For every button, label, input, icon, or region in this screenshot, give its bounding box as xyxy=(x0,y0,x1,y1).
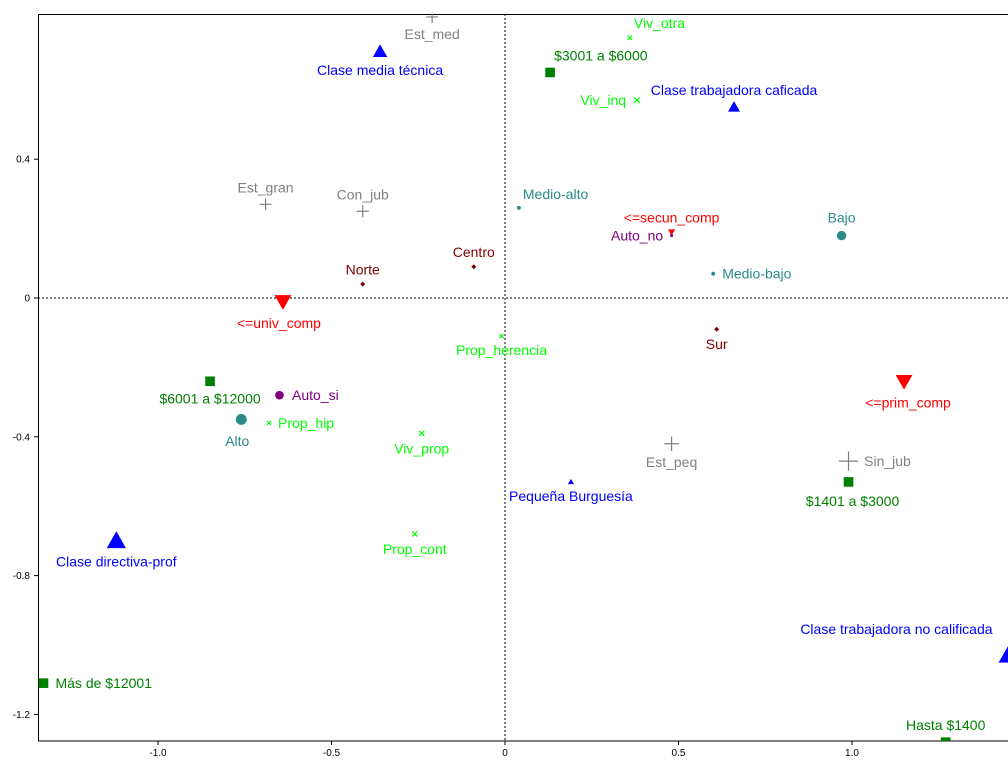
data-point-circle xyxy=(236,414,247,425)
data-point-diamond xyxy=(360,282,365,287)
data-point-label: Auto_si xyxy=(292,387,339,403)
data-point-label: Prop_herencia xyxy=(456,342,547,358)
data-point-label: Prop_hip xyxy=(278,415,334,431)
data-point-triangle xyxy=(107,531,126,548)
data-point-plus xyxy=(260,198,272,210)
data-point-label: Clase directiva-prof xyxy=(56,554,177,570)
data-point-label: $1401 a $3000 xyxy=(806,493,900,509)
data-point-triangle xyxy=(373,44,387,57)
data-point-label: Hasta $1400 xyxy=(906,717,986,733)
data-point-plus xyxy=(357,205,369,217)
data-point-triangle-down xyxy=(896,375,913,390)
data-point-plus xyxy=(664,437,678,451)
data-point-triangle xyxy=(728,101,740,112)
data-point-label: <=secun_comp xyxy=(624,209,720,225)
data-point-cross xyxy=(500,334,504,338)
x-tick-label: 1.0 xyxy=(845,748,859,759)
data-point-label: Est_med xyxy=(405,26,460,42)
data-point-cross xyxy=(628,36,632,40)
data-point-cross xyxy=(634,97,640,103)
y-tick-label: -0.4 xyxy=(13,432,31,443)
data-point-label: Clase media técnica xyxy=(317,62,443,78)
data-point-square xyxy=(205,376,215,386)
data-point-diamond xyxy=(714,327,719,332)
data-point-label: $3001 a $6000 xyxy=(554,47,648,63)
data-point-square xyxy=(39,678,49,688)
data-point-label: Prop_cont xyxy=(383,541,447,557)
data-point-circle xyxy=(711,272,715,276)
data-point-label: Más de $12001 xyxy=(55,675,152,691)
data-point-diamond xyxy=(471,264,476,269)
data-point-label: Viv_inq xyxy=(580,92,626,108)
data-point-label: Medio-bajo xyxy=(722,266,791,282)
data-point-label: $6001 a $12000 xyxy=(159,390,260,406)
data-point-label: Est_peq xyxy=(646,454,697,470)
data-point-circle xyxy=(517,206,521,210)
data-point-label: Clase trabajadora caficada xyxy=(651,82,818,98)
data-point-label: Auto_no xyxy=(611,228,663,244)
data-point-square xyxy=(844,477,854,487)
data-point-cross xyxy=(412,531,417,536)
data-point-label: Est_gran xyxy=(238,179,294,195)
x-tick-label: 0 xyxy=(502,748,508,759)
x-tick-label: -0.5 xyxy=(323,748,341,759)
data-point-square xyxy=(941,737,951,747)
data-point-label: Centro xyxy=(453,244,495,260)
data-point-label: Clase trabajadora no calificada xyxy=(800,621,992,637)
data-point-label: Alto xyxy=(225,433,249,449)
data-point-plus xyxy=(839,451,858,470)
data-point-label: Con_jub xyxy=(337,186,389,202)
y-tick-label: 0 xyxy=(24,294,30,305)
data-point-square xyxy=(545,68,555,78)
data-point-label: Norte xyxy=(346,262,380,278)
data-point-label: <=prim_comp xyxy=(865,395,951,411)
data-point-circle xyxy=(837,231,846,240)
data-point-triangle-down xyxy=(275,295,292,310)
data-point-label: Viv_prop xyxy=(394,441,449,457)
data-point-label: <=univ_comp xyxy=(237,315,321,331)
y-tick-label: -0.8 xyxy=(13,571,31,582)
data-point-cross xyxy=(419,431,424,436)
data-point-plus xyxy=(426,11,438,23)
y-tick-label: -1.2 xyxy=(13,710,31,721)
data-point-label: Viv_otra xyxy=(634,15,685,31)
data-point-circle xyxy=(670,234,673,237)
data-point-label: Pequeña Burguesía xyxy=(509,488,633,504)
data-point-triangle xyxy=(568,479,574,484)
x-tick-label: 0.5 xyxy=(672,748,686,759)
y-tick-label: 0.4 xyxy=(16,155,30,166)
data-point-label: Medio-alto xyxy=(523,186,589,202)
data-point-triangle xyxy=(999,646,1008,663)
data-point-label: Sin_jub xyxy=(864,453,911,469)
data-point-label: Bajo xyxy=(828,209,856,225)
data-point-label: Sur xyxy=(706,336,728,352)
x-tick-label: -1.0 xyxy=(149,748,167,759)
data-point-cross xyxy=(267,421,271,425)
data-point-circle xyxy=(275,391,284,400)
